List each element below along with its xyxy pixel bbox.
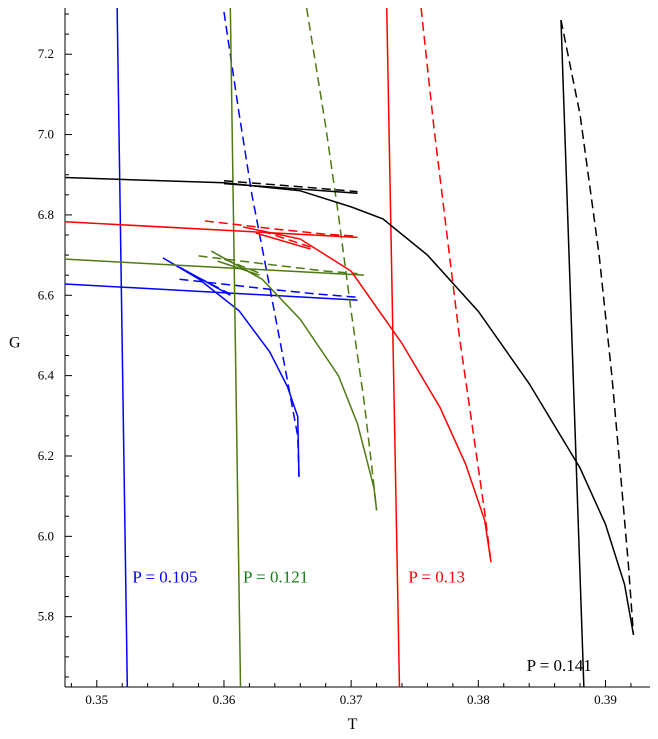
x-axis-label: T <box>348 716 358 733</box>
series-p-0-121-curve-7 <box>223 258 260 274</box>
y-tick-label: 6.2 <box>38 448 54 463</box>
series-p-0-105-curve-7 <box>185 270 231 295</box>
y-tick-label: 6.0 <box>38 528 54 543</box>
y-tick-label: 6.4 <box>38 368 55 383</box>
series-p-0-13-curve-6 <box>255 232 311 250</box>
series-p-0-13-curve-2 <box>65 220 358 239</box>
y-tick-label: 7.0 <box>38 127 54 142</box>
x-tick-label: 0.39 <box>594 692 617 707</box>
label-p-0-141: P = 0.141 <box>527 656 592 675</box>
series-p-0-121-curve-1 <box>229 7 242 687</box>
series-p-0-13-curve-4 <box>242 226 492 563</box>
series-p-0-121-curve-6 <box>217 260 260 276</box>
series-p-0-141-curve-3 <box>560 19 635 635</box>
series-p-0-121-curve-5 <box>305 7 378 511</box>
series-p-0-13-curve-3 <box>204 220 358 237</box>
y-tick-label: 5.8 <box>38 609 54 624</box>
series-p-0-105-curve-5 <box>223 11 300 477</box>
x-tick-label: 0.35 <box>85 692 108 707</box>
label-p-0-13: P = 0.13 <box>408 568 465 587</box>
y-axis-label: G <box>9 335 21 352</box>
series-p-0-13-curve-7 <box>261 230 311 248</box>
series-p-0-121-curve-3 <box>198 255 358 275</box>
x-tick-label: 0.36 <box>213 692 236 707</box>
y-tick-label: 6.6 <box>38 287 55 302</box>
x-tick-label: 0.38 <box>467 692 490 707</box>
y-tick-label: 7.2 <box>38 46 54 61</box>
series-p-0-105-curve-3 <box>179 278 358 299</box>
y-tick-label: 6.8 <box>38 207 54 222</box>
label-p-0-105: P = 0.105 <box>132 568 197 587</box>
series-labels: P = 0.105 P = 0.121 P = 0.13 P = 0.141 <box>132 568 591 675</box>
series-p-0-105-curve-4 <box>162 257 300 477</box>
series-p-0-105-curve-2 <box>65 283 358 301</box>
series-p-0-13-curve-1 <box>386 7 401 687</box>
axes: 0.35 0.36 0.37 0.38 0.39 5.8 6.0 6.2 6.4 6.6 6.8 7.… <box>9 8 650 733</box>
series-p-0-105-curve-1 <box>116 7 129 687</box>
series-p-0-13-curve-5 <box>420 7 492 563</box>
series-p-0-141-curve-5 <box>223 180 358 193</box>
curves <box>65 7 635 687</box>
label-p-0-121: P = 0.121 <box>243 568 308 587</box>
x-tick-label: 0.37 <box>340 692 363 707</box>
series-p-0-141-curve-1 <box>560 20 585 687</box>
series-p-0-121-curve-2 <box>65 258 364 276</box>
series-p-0-141-curve-2 <box>65 176 635 635</box>
series-p-0-141-curve-4 <box>223 182 358 194</box>
